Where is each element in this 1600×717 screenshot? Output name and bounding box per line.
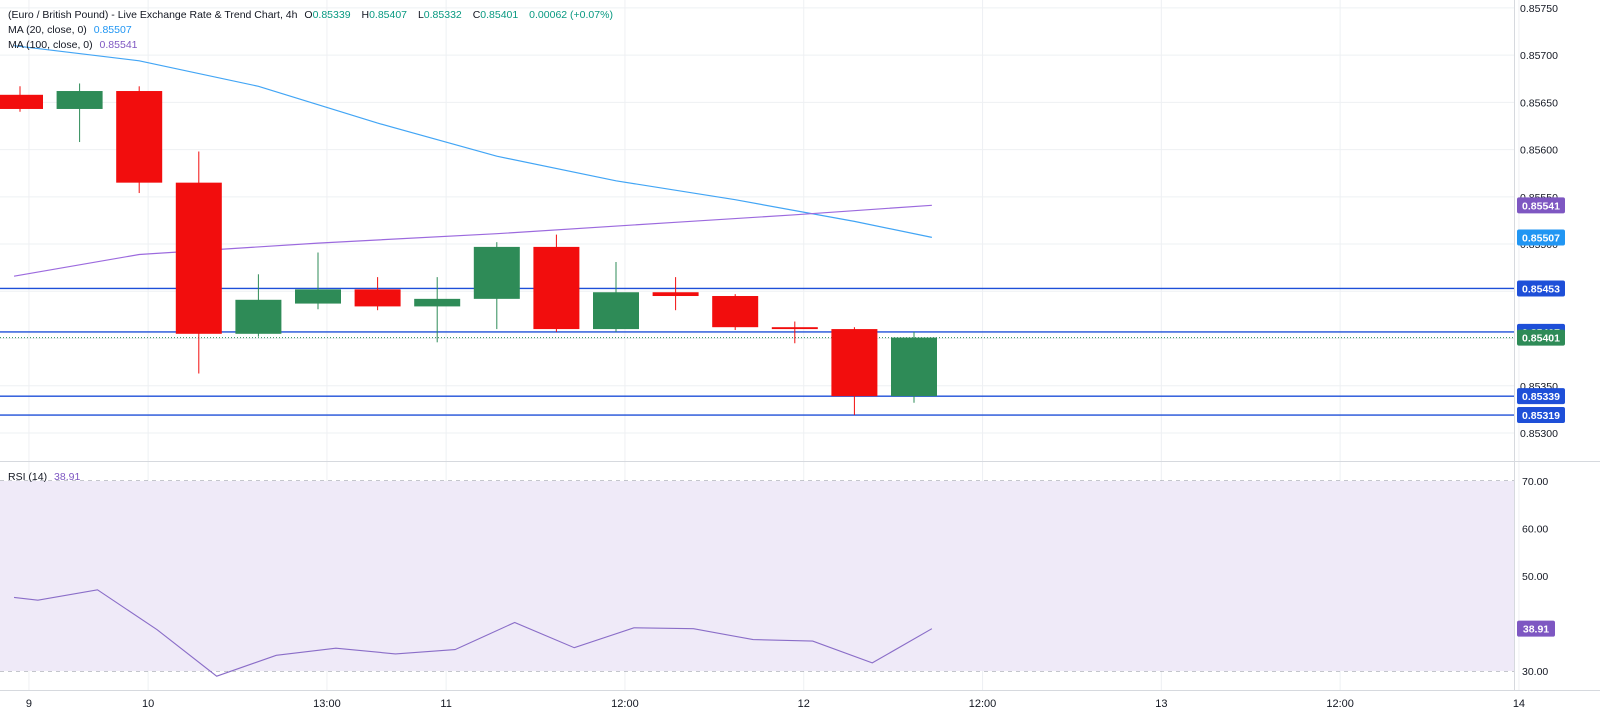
rsi-tick-label: 70.00 — [1522, 476, 1548, 488]
rsi-value-badge: 38.91 — [1517, 620, 1555, 637]
candle[interactable] — [593, 262, 639, 332]
candlesticks[interactable] — [0, 83, 937, 416]
ohlc-low: L0.85332 — [417, 9, 462, 21]
time-tick-label: 13 — [1155, 698, 1167, 710]
ma100-value: 0.85541 — [99, 39, 138, 51]
candle-body[interactable] — [414, 298, 461, 307]
price-tick-label: 0.85700 — [1520, 50, 1558, 62]
rsi-value-bg — [1517, 620, 1555, 637]
price-tick-label: 0.85650 — [1520, 97, 1558, 109]
ma20-value: 0.85507 — [93, 24, 132, 36]
candle-body[interactable] — [56, 91, 103, 109]
candle-body[interactable] — [0, 94, 43, 109]
candle[interactable] — [116, 86, 163, 194]
candle[interactable] — [414, 277, 461, 343]
candle-body[interactable] — [831, 329, 878, 397]
rsi-tick-label: 30.00 — [1522, 666, 1548, 678]
candle-body[interactable] — [295, 289, 341, 304]
ma100-label: MA (100, close, 0) — [8, 39, 93, 51]
rsi-tick-label: 50.00 — [1522, 571, 1548, 583]
rsi-range-band — [0, 481, 1514, 671]
price-label-badge: 0.85541 — [1517, 197, 1565, 214]
price-label-bg — [1517, 280, 1565, 297]
time-tick-label: 12 — [798, 698, 810, 710]
candle[interactable] — [295, 252, 341, 310]
time-tick-label: 12:00 — [969, 698, 997, 710]
candle[interactable] — [652, 277, 699, 311]
price-label-text: 0.85319 — [1522, 410, 1560, 422]
price-label-badge: 0.85453 — [1517, 280, 1565, 297]
ohlc-high: H0.85407 — [361, 9, 408, 21]
candle-body[interactable] — [354, 289, 401, 307]
candle[interactable] — [56, 83, 103, 143]
price-label-badge: 0.85507 — [1517, 229, 1565, 246]
ohlc-close: C0.85401 — [472, 9, 519, 21]
price-label-bg — [1517, 229, 1565, 246]
moving-average-lines — [13, 45, 933, 277]
candle[interactable] — [354, 277, 401, 311]
candle-body[interactable] — [712, 296, 759, 328]
ma20-line — [13, 45, 933, 238]
time-tick-label: 9 — [26, 698, 32, 710]
candle-body[interactable] — [473, 246, 520, 299]
price-labels: 0.855410.855070.854530.854070.854010.853… — [1517, 197, 1565, 637]
time-tick-label: 14 — [1513, 698, 1525, 710]
price-tick-label: 0.85750 — [1520, 3, 1558, 15]
price-label-badge: 0.85401 — [1517, 329, 1565, 346]
rsi-value-text: 38.91 — [1523, 624, 1549, 636]
candle-body[interactable] — [235, 299, 282, 334]
candle-body[interactable] — [652, 292, 699, 297]
time-tick-label: 13:00 — [313, 698, 341, 710]
ma20-label: MA (20, close, 0) — [8, 24, 87, 36]
symbol-title: (Euro / British Pound) - Live Exchange R… — [8, 9, 298, 21]
candle-body[interactable] — [175, 182, 222, 334]
candle-body[interactable] — [891, 337, 937, 397]
price-label-badge: 0.85339 — [1517, 388, 1565, 405]
price-label-text: 0.85453 — [1522, 283, 1560, 295]
price-label-bg — [1517, 388, 1565, 405]
price-label-bg — [1517, 407, 1565, 424]
candle[interactable] — [0, 86, 43, 112]
candle-body[interactable] — [533, 246, 580, 330]
price-label-bg — [1517, 329, 1565, 346]
price-label-badge: 0.85319 — [1517, 407, 1565, 424]
candle[interactable] — [712, 294, 759, 331]
rsi-label: RSI (14) — [8, 471, 48, 483]
time-tick-label: 11 — [440, 698, 451, 710]
candle[interactable] — [891, 331, 937, 403]
price-label-text: 0.85507 — [1522, 232, 1560, 244]
price-label-text: 0.85339 — [1522, 391, 1560, 403]
candle[interactable] — [771, 321, 818, 344]
time-tick-label: 12:00 — [611, 698, 639, 710]
ma20-legend[interactable]: MA (20, close, 0) 0.85507 — [8, 23, 136, 37]
candle-body[interactable] — [771, 327, 818, 330]
candle-body[interactable] — [593, 292, 639, 330]
ohlc-open: O0.85339 — [304, 9, 351, 21]
rsi-tick-label: 60.00 — [1522, 524, 1548, 536]
candle-body[interactable] — [116, 91, 163, 183]
time-tick-label: 10 — [142, 698, 154, 710]
ma100-line — [13, 204, 932, 277]
candle[interactable] — [831, 327, 878, 416]
rsi-line — [13, 589, 933, 677]
ma100-legend[interactable]: MA (100, close, 0) 0.85541 — [8, 38, 142, 52]
rsi-legend[interactable]: RSI (14) 38.91 — [8, 470, 84, 484]
price-tick-label: 0.85600 — [1520, 145, 1558, 157]
price-label-text: 0.85541 — [1522, 200, 1560, 212]
rsi-series-line — [13, 589, 933, 677]
symbol-legend: (Euro / British Pound) - Live Exchange R… — [8, 8, 617, 22]
rsi-value: 38.91 — [54, 471, 81, 483]
price-tick-label: 0.85300 — [1520, 428, 1558, 440]
candle[interactable] — [473, 242, 520, 330]
price-change: 0.00062 (+0.07%) — [529, 9, 613, 21]
time-tick-label: 12:00 — [1326, 698, 1354, 710]
price-label-text: 0.85401 — [1522, 333, 1560, 345]
candle[interactable] — [533, 234, 580, 332]
candle[interactable] — [175, 151, 222, 374]
price-label-bg — [1517, 197, 1565, 214]
candle[interactable] — [235, 274, 282, 337]
